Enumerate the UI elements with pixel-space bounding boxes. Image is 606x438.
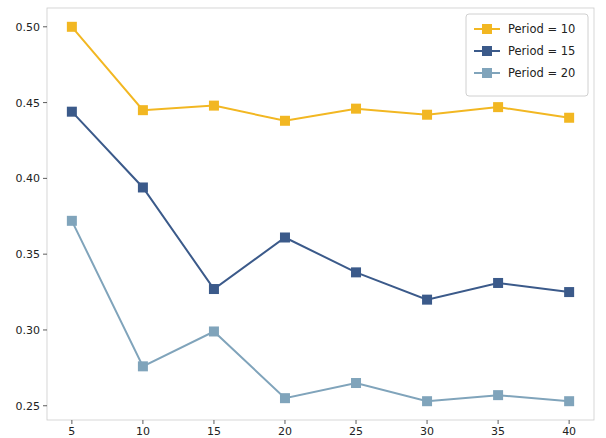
- y-tick: [43, 254, 47, 255]
- legend-box: [466, 14, 588, 96]
- series-marker: [138, 105, 148, 115]
- series-marker: [280, 393, 290, 403]
- y-tick: [43, 178, 47, 179]
- series-marker: [493, 102, 503, 112]
- x-tick-label: 10: [136, 425, 150, 438]
- legend-marker: [482, 24, 492, 34]
- plot-frame: [47, 8, 594, 420]
- y-tick: [43, 405, 47, 406]
- chart-container: 5 10 15 20 25 30 35 40 0.25 0.30 0.35 0.40 0.45 0.50 P…: [0, 0, 606, 438]
- y-tick: [43, 26, 47, 27]
- x-tick: [356, 420, 357, 424]
- x-tick-label: 40: [562, 425, 576, 438]
- legend-marker: [482, 46, 492, 56]
- series-marker: [280, 116, 290, 126]
- x-tick-label: 15: [207, 425, 221, 438]
- legend-label: Period = 20: [508, 66, 575, 80]
- series-marker: [67, 107, 77, 117]
- series-marker: [67, 22, 77, 32]
- y-tick-label: 0.25: [16, 400, 41, 413]
- series-marker: [422, 110, 432, 120]
- series-marker: [209, 101, 219, 111]
- x-tick: [213, 420, 214, 424]
- y-tick-label: 0.35: [16, 248, 41, 261]
- series-marker: [280, 232, 290, 242]
- x-tick: [569, 420, 570, 424]
- x-tick-label: 25: [349, 425, 363, 438]
- series-marker: [422, 396, 432, 406]
- series-line: [72, 112, 569, 300]
- series-marker: [351, 378, 361, 388]
- x-tick-label: 5: [68, 425, 75, 438]
- y-tick: [43, 102, 47, 103]
- x-tick: [498, 420, 499, 424]
- series-marker: [564, 113, 574, 123]
- series-marker: [422, 295, 432, 305]
- series-marker: [493, 390, 503, 400]
- x-tick: [71, 420, 72, 424]
- y-tick-label: 0.45: [16, 97, 41, 110]
- series-marker: [564, 287, 574, 297]
- series-marker: [209, 284, 219, 294]
- legend-label: Period = 10: [508, 22, 575, 36]
- series-marker: [351, 104, 361, 114]
- x-tick-label: 20: [278, 425, 292, 438]
- x-tick: [142, 420, 143, 424]
- x-tick-label: 35: [491, 425, 505, 438]
- chart-svg: 5 10 15 20 25 30 35 40 0.25 0.30 0.35 0.40 0.45 0.50 P…: [0, 0, 606, 438]
- series-marker: [138, 361, 148, 371]
- legend: Period = 10 Period = 15 Period = 20: [466, 14, 588, 96]
- series-marker: [564, 396, 574, 406]
- y-tick-label: 0.30: [16, 324, 41, 337]
- legend-marker: [482, 68, 492, 78]
- x-tick-label: 30: [420, 425, 434, 438]
- series-marker: [138, 182, 148, 192]
- y-tick: [43, 329, 47, 330]
- series-marker: [67, 216, 77, 226]
- series-marker: [493, 278, 503, 288]
- x-tick: [284, 420, 285, 424]
- x-tick: [427, 420, 428, 424]
- y-tick-label: 0.50: [16, 21, 41, 34]
- series-line: [72, 221, 569, 401]
- y-tick-label: 0.40: [16, 172, 41, 185]
- legend-label: Period = 15: [508, 44, 575, 58]
- series-marker: [351, 267, 361, 277]
- series-marker: [209, 326, 219, 336]
